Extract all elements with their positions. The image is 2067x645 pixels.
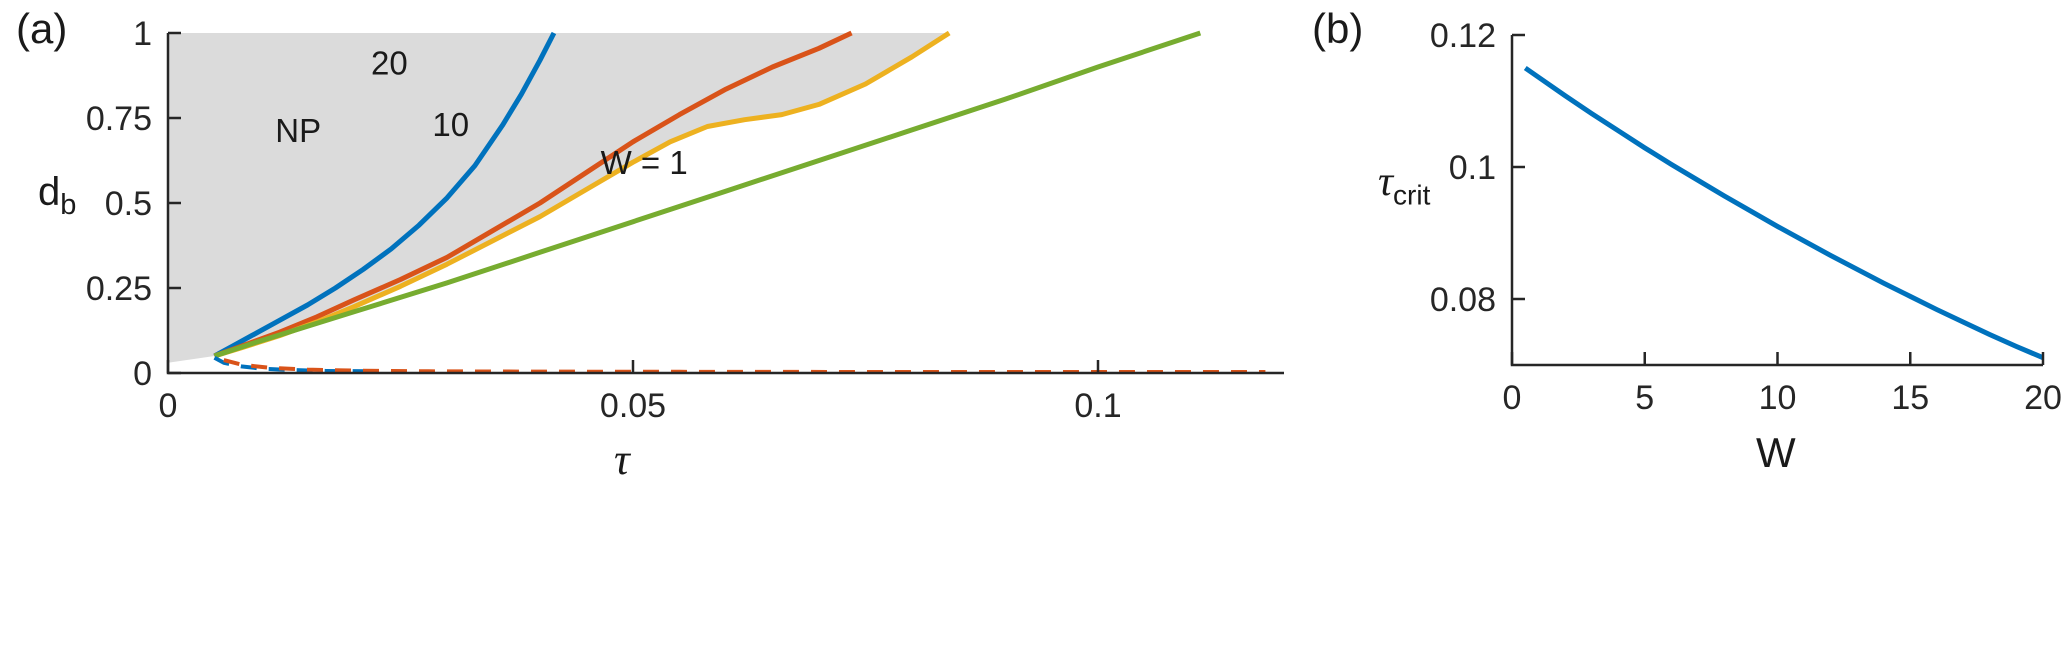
- panel-a-y-tick-label: 0.5: [105, 185, 152, 223]
- panel-a-series-W=20: [213, 30, 853, 359]
- panel-a-x-tick-label: 0.1: [1074, 387, 1121, 425]
- panel-b-y-tick-label: 0.08: [1430, 281, 1496, 319]
- panel-b-x-tick-label: 20: [2024, 379, 2062, 417]
- panel-b-ylabel: τcrit: [1378, 160, 1430, 209]
- panel-a-ylabel-sub: b: [60, 189, 77, 221]
- panel-b-x-tick-label: 15: [1891, 379, 1929, 417]
- panel-a-tag: (a): [16, 5, 68, 52]
- panel-b-x-tick-label: 5: [1635, 379, 1654, 417]
- panel-a-y-tick-label: 0.75: [86, 100, 152, 138]
- panel-a-curve-label-NP: NP: [275, 112, 321, 149]
- panel-a-series-W=1: [213, 30, 1202, 359]
- panel-a-series-lower-branch-NP: [213, 355, 373, 374]
- panel-a-x-tick-label: 0: [159, 387, 178, 425]
- panel-a-y-tick-label: 1: [133, 15, 152, 53]
- panel-b-tag: (b): [1312, 5, 1364, 52]
- panel-a-y-tick-label: 0: [133, 355, 152, 393]
- panel-b-series-tau_crit_vs_W: [1523, 65, 2044, 361]
- panel-a-xlabel: τ: [614, 435, 630, 484]
- panel-a-y-tick-label: 0.25: [86, 270, 152, 308]
- panel-a-ylabel-main: d: [38, 170, 61, 214]
- panel-b-x-tick-label: 10: [1759, 379, 1797, 417]
- panel-b-xlabel: W: [1756, 429, 1796, 476]
- panel-a-curve-label-20: 20: [371, 44, 408, 81]
- panel-b-axes: [1510, 35, 2043, 367]
- panel-a-shaded-region: [168, 33, 950, 363]
- panel-b-ylabel-sub: crit: [1393, 179, 1431, 211]
- panel-b-ylabel-main: τ: [1378, 159, 1394, 205]
- panel-a-curve-label-W=1: W = 1: [601, 144, 688, 181]
- panel-b-x-tick-label: 0: [1503, 379, 1522, 417]
- panel-b-y-tick-label: 0.1: [1449, 149, 1496, 187]
- panel-b-y-tick-label: 0.12: [1430, 17, 1496, 55]
- panel-a-x-tick-label: 0.05: [600, 387, 666, 425]
- panel-a-series-lower-branch: [223, 358, 1266, 374]
- panel-a-ylabel: db: [38, 172, 76, 220]
- panel-a-curve-label-10: 10: [432, 106, 469, 143]
- panel-a-series-NP: [213, 31, 557, 359]
